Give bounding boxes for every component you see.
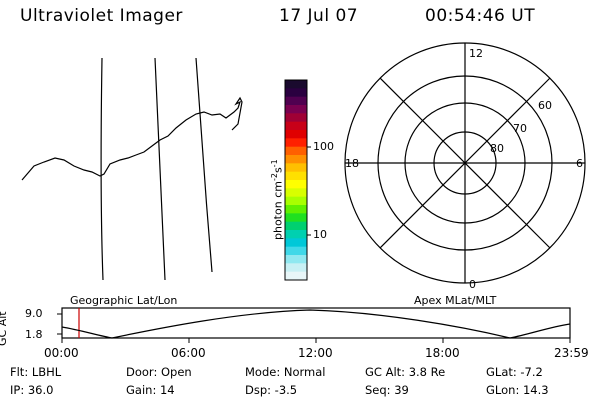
- gain-status: Gain: 14: [126, 383, 175, 397]
- color-scale-cell: [285, 96, 307, 106]
- y-tick-max: 9.0: [25, 307, 43, 320]
- mode-status: Mode: Normal: [245, 365, 326, 379]
- altitude-timeline: [57, 307, 571, 343]
- mlat-label-60: 60: [538, 99, 552, 112]
- color-scale-cell: [285, 138, 307, 148]
- color-scale-cell: [285, 213, 307, 223]
- mlt-label-6: 6: [576, 157, 583, 170]
- colorbar-tick-10: 10: [313, 228, 327, 241]
- color-scale-cell: [285, 88, 307, 98]
- ip-status: IP: 36.0: [10, 383, 54, 397]
- mlt-label-12: 12: [469, 47, 483, 60]
- mlat-label-70: 70: [513, 122, 527, 135]
- color-scale-cell: [285, 155, 307, 164]
- color-scale-cell: [285, 196, 307, 206]
- geographic-latitude: GLat: -7.2: [486, 365, 543, 379]
- x-tick-1200: 12:00: [298, 346, 333, 360]
- dial-diagonal-2: [379, 77, 551, 249]
- color-scale-bar: [284, 79, 311, 281]
- color-scale-cell: [285, 105, 307, 114]
- altitude-curve: [61, 309, 571, 339]
- sequence-status: Seq: 39: [365, 383, 409, 397]
- geographic-map: [21, 57, 243, 281]
- instrument-title: Ultraviolet Imager: [20, 6, 183, 26]
- mlt-label-0: 0: [469, 278, 476, 291]
- timeline-frame: [61, 307, 571, 339]
- time-label: 00:54:46 UT: [425, 6, 536, 26]
- color-scale-cell: [285, 113, 307, 123]
- color-scale-cell: [285, 221, 307, 231]
- color-scale-cell: [285, 180, 307, 189]
- x-tick-0600: 06:00: [171, 346, 206, 360]
- mlt-label-18: 18: [345, 157, 359, 170]
- mlat-label-80: 80: [490, 142, 504, 155]
- filter-status: Flt: LBHL: [10, 365, 62, 379]
- x-tick-0000: 00:00: [44, 346, 79, 360]
- color-scale-cell: [285, 246, 307, 256]
- color-scale-cell: [285, 163, 307, 173]
- color-scale-cell: [285, 255, 307, 264]
- colorbar-unit-label: photon cm-2s-1: [270, 159, 285, 240]
- geographic-panel-title: Geographic Lat/Lon: [70, 294, 178, 307]
- date-label: 17 Jul 07: [279, 6, 359, 26]
- geographic-longitude: GLon: 14.3: [486, 383, 549, 397]
- polar-dial: [344, 42, 586, 284]
- color-scale-cell: [285, 238, 307, 248]
- color-scale-cell: [285, 205, 307, 214]
- color-scale-cell: [285, 80, 307, 89]
- color-scale-cell: [285, 230, 307, 239]
- longitude-line-2: [154, 57, 166, 281]
- gc-altitude-status: GC Alt: 3.8 Re: [365, 365, 446, 379]
- y-tick-min: 1.8: [25, 328, 43, 341]
- color-scale-frame: [284, 79, 308, 281]
- color-scale-cell: [285, 171, 307, 181]
- longitude-line-3: [195, 57, 213, 273]
- color-scale-cell: [285, 188, 307, 198]
- x-tick-2359: 23:59: [554, 346, 589, 360]
- color-scale-cell: [285, 271, 307, 281]
- color-scale-cell: [285, 121, 307, 131]
- color-scale-cell: [285, 130, 307, 139]
- x-tick-1800: 18:00: [425, 346, 460, 360]
- colorbar-tick-100: 100: [313, 140, 334, 153]
- apex-panel-title: Apex MLat/MLT: [414, 294, 497, 307]
- door-status: Door: Open: [126, 365, 192, 379]
- dsp-status: Dsp: -3.5: [245, 383, 298, 397]
- longitude-line-1: [100, 57, 104, 281]
- color-scale-cell: [285, 263, 307, 273]
- color-scale-cell: [285, 146, 307, 156]
- coastline: [21, 96, 243, 181]
